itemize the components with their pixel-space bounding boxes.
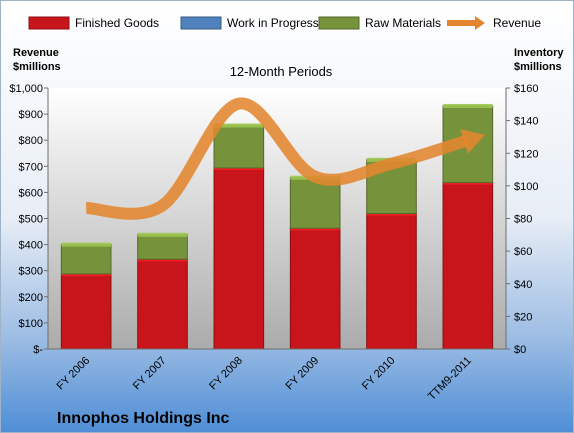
bar-finished-goods [289, 227, 341, 350]
chart-subtitle: 12-Month Periods [230, 64, 333, 79]
legend-label: Revenue [493, 16, 541, 30]
bar-top-highlight [214, 123, 264, 128]
left-axis-tick-label: $300 [19, 266, 43, 278]
right-axis-tick-label: $80 [514, 214, 532, 226]
revenue-arrowhead [460, 128, 486, 154]
right-axis-tick-label: $160 [514, 83, 538, 95]
right-axis-title-line-2: $millions [514, 61, 562, 73]
left-axis-tick-label: $900 [19, 109, 43, 121]
left-axis-tick-label: $500 [19, 214, 43, 226]
bar-top-highlight [137, 232, 188, 237]
right-axis-tick-label: $60 [514, 246, 532, 258]
bar-finished-goods [213, 167, 265, 350]
right-axis-tick-label: $20 [514, 311, 532, 323]
left-axis-tick-label: $400 [19, 240, 43, 252]
left-axis-tick-label: $- [33, 344, 43, 356]
legend-label: Raw Materials [365, 16, 441, 30]
bar-raw-materials [289, 177, 341, 229]
bar-top-highlight [443, 103, 493, 108]
bar-raw-materials [213, 125, 265, 169]
bar-raw-materials [137, 234, 188, 260]
left-axis-title-line-1: Revenue [13, 47, 59, 59]
bar-raw-materials [60, 244, 112, 275]
left-axis-tick-label: $1,000 [9, 83, 43, 95]
right-axis-title-line-1: Inventory [514, 47, 564, 59]
legend-swatch-finished-goods [28, 16, 70, 30]
bar-finished-goods [137, 258, 188, 350]
legend-swatch-work-in-progress [180, 16, 222, 30]
left-axis-tick-label: $800 [19, 135, 43, 147]
company-name: Innophos Holdings Inc [57, 410, 230, 427]
legend-swatch-raw-materials [318, 16, 360, 30]
left-axis: $- $100 $200 $300 $400 $500 $600 $700 $800 $900 $1… [9, 83, 49, 356]
bar-top-highlight [61, 242, 111, 247]
right-axis-tick-label: $140 [514, 116, 538, 128]
legend: Finished Goods Work in Progress Raw Materi… [28, 16, 541, 30]
legend-label: Finished Goods [75, 16, 159, 30]
legend-label: Work in Progress [227, 16, 319, 30]
left-axis-tick-label: $100 [19, 318, 43, 330]
left-axis-title-line-2: $millions [13, 61, 61, 73]
revenue-line [85, 97, 470, 220]
right-axis-tick-label: $40 [514, 279, 532, 291]
bar-finished-goods [442, 182, 494, 350]
bar-finished-goods [60, 273, 112, 350]
right-axis-tick-label: $120 [514, 148, 538, 160]
legend-swatch-arrowhead [475, 16, 485, 30]
bar-finished-goods [366, 213, 417, 350]
right-axis-tick-label: $100 [514, 181, 538, 193]
left-axis-tick-label: $600 [19, 187, 43, 199]
left-axis-tick-label: $200 [19, 292, 43, 304]
right-axis: $0 $20 $40 $60 $80 $100 $120 $140 $160 [505, 83, 538, 356]
left-axis-tick-label: $700 [19, 161, 43, 173]
right-axis-tick-label: $0 [514, 344, 526, 356]
revenue-series [85, 97, 486, 220]
